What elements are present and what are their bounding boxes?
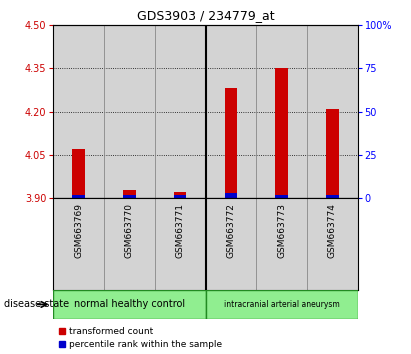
Text: GSM663773: GSM663773 <box>277 203 286 258</box>
Text: GSM663774: GSM663774 <box>328 203 337 258</box>
Legend: transformed count, percentile rank within the sample: transformed count, percentile rank withi… <box>58 327 222 349</box>
Bar <box>326 109 339 198</box>
Text: GSM663771: GSM663771 <box>175 203 185 258</box>
Bar <box>53 290 206 319</box>
Bar <box>206 290 358 319</box>
Bar <box>174 193 187 198</box>
Bar <box>123 189 136 198</box>
Title: GDS3903 / 234779_at: GDS3903 / 234779_at <box>137 9 274 22</box>
Text: normal healthy control: normal healthy control <box>74 299 185 309</box>
Text: GSM663772: GSM663772 <box>226 203 236 258</box>
Bar <box>326 195 339 198</box>
Text: GSM663770: GSM663770 <box>125 203 134 258</box>
Bar <box>123 195 136 198</box>
Bar <box>224 88 237 198</box>
Bar <box>275 195 288 198</box>
Bar <box>72 149 85 198</box>
Bar <box>72 195 85 198</box>
Bar <box>275 68 288 198</box>
Text: intracranial arterial aneurysm: intracranial arterial aneurysm <box>224 300 339 309</box>
Text: GSM663769: GSM663769 <box>74 203 83 258</box>
Bar <box>174 195 187 198</box>
Bar <box>224 193 237 198</box>
Text: disease state: disease state <box>4 299 69 309</box>
